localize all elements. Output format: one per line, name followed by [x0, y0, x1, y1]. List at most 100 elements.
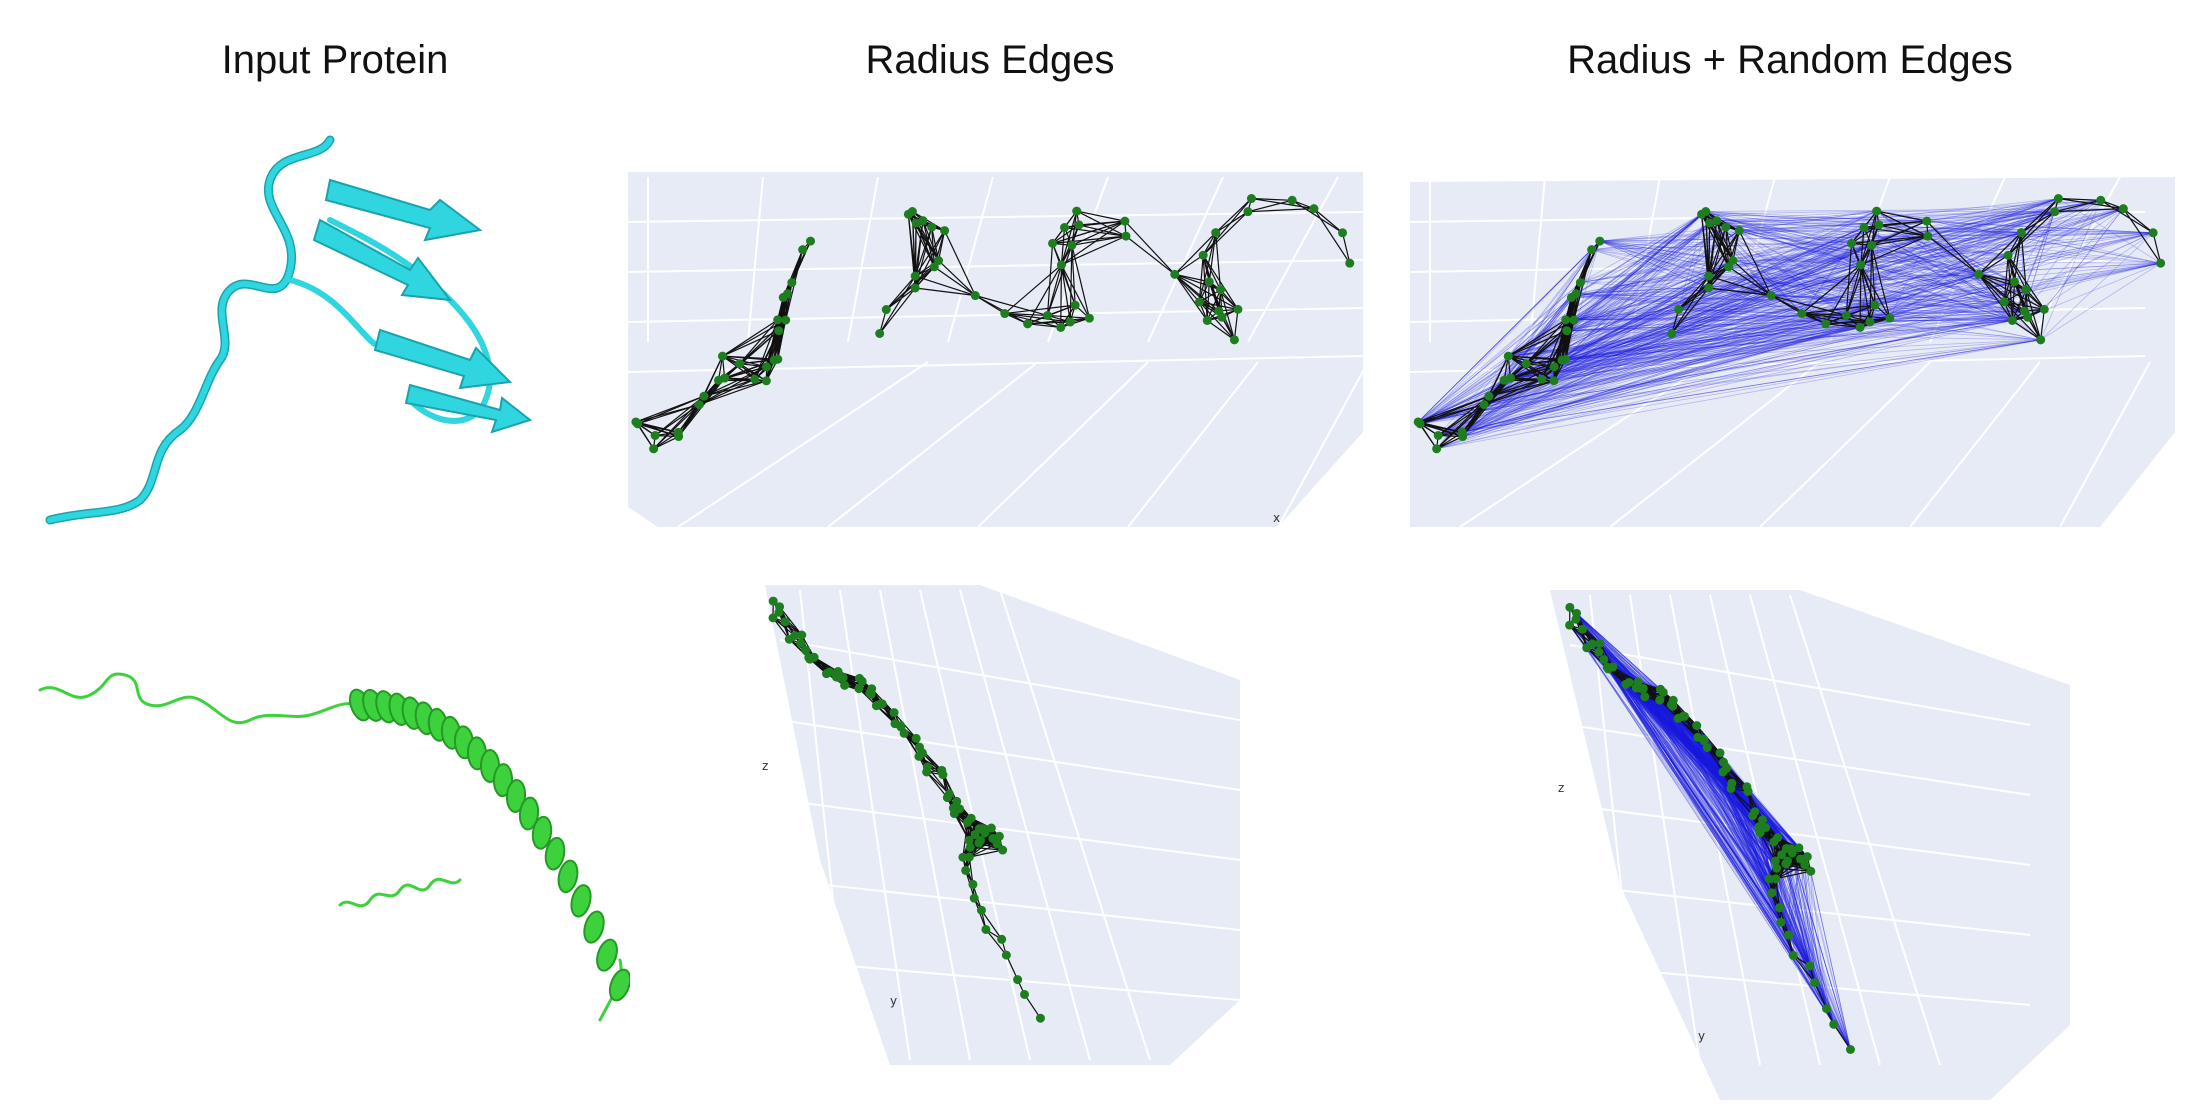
random-edge — [1701, 213, 1852, 244]
random-edge — [1612, 666, 1816, 983]
random-edge — [1752, 815, 1827, 1009]
random-edge — [1462, 380, 1555, 437]
random-edge — [1732, 254, 2009, 261]
random-edge — [1571, 287, 1709, 298]
graph-node — [1865, 317, 1875, 327]
graph-radius-random-top — [1410, 162, 2175, 527]
random-edge — [1625, 684, 1773, 894]
graph-node — [1697, 209, 1707, 219]
radius-edge — [1575, 618, 1601, 644]
radius-edge — [942, 774, 958, 802]
graph-node — [929, 262, 939, 272]
graph-node — [840, 680, 850, 690]
random-edge — [1565, 304, 1876, 321]
radius-edge — [1801, 312, 1861, 328]
random-edge — [1603, 659, 1794, 956]
random-edge — [1725, 199, 2101, 228]
random-edge — [1575, 619, 1851, 1050]
random-edge — [2027, 232, 2154, 318]
graph-node — [1067, 240, 1077, 250]
random-edge — [1462, 358, 1567, 433]
random-edge — [1462, 339, 2041, 437]
random-edge — [1566, 330, 1672, 334]
radius-edge — [1871, 235, 1928, 246]
random-edge — [1801, 262, 2161, 314]
random-edge — [1606, 666, 1816, 983]
random-edge — [1678, 227, 1865, 310]
graph-node — [1638, 683, 1648, 693]
random-edge — [1484, 339, 2041, 406]
random-edge — [1790, 848, 1835, 1025]
random-edge — [1436, 339, 2041, 450]
random-edge — [1566, 244, 1872, 332]
random-edge — [1565, 266, 1729, 360]
grid-line — [827, 361, 1039, 527]
graph-node — [1726, 783, 1736, 793]
radius-edge — [1291, 199, 1343, 234]
random-edge — [1599, 240, 2013, 321]
random-edge — [1641, 688, 1766, 828]
radius-edge — [1076, 210, 1126, 222]
graph-node — [981, 924, 991, 934]
radius-edge — [2007, 254, 2027, 291]
random-edge — [1790, 848, 1851, 1050]
random-edge — [1508, 226, 1727, 357]
axis-label-x: x — [1273, 511, 1280, 525]
grid-line — [1759, 361, 1931, 527]
random-edge — [1728, 264, 1861, 268]
graph-node — [1734, 226, 1744, 236]
random-edge — [1612, 666, 1835, 1025]
radius-edge — [1061, 220, 1126, 266]
graph-node — [968, 879, 978, 889]
radius-edge — [2011, 281, 2016, 321]
graph-node — [1767, 888, 1777, 898]
random-edge — [1709, 222, 1803, 314]
graph-node — [1777, 850, 1787, 860]
random-edge — [1462, 378, 1543, 433]
random-edge — [1684, 716, 1816, 983]
radius-edge — [1046, 243, 1054, 316]
random-edge — [1565, 262, 2161, 360]
grid-line — [1609, 361, 1821, 527]
radius-edge — [1579, 249, 1593, 283]
random-edge — [1526, 320, 2013, 365]
random-edge — [1573, 198, 2059, 321]
random-edge — [1569, 624, 1782, 923]
random-edge — [1671, 222, 1711, 334]
random-edge — [1628, 682, 1770, 880]
random-edge — [1553, 317, 1890, 382]
random-edge — [1701, 210, 1877, 215]
random-edge — [1678, 244, 1872, 310]
random-edge — [1566, 309, 1679, 332]
random-edge — [1599, 240, 1734, 261]
random-edge — [1874, 304, 2041, 341]
graph-node — [899, 728, 909, 738]
random-edge — [1554, 199, 2101, 368]
random-edge — [1483, 275, 1709, 405]
graph-node — [998, 845, 1008, 855]
random-edge — [1732, 260, 2015, 283]
random-edge — [1525, 226, 1727, 364]
radius-edge — [1878, 220, 1927, 226]
random-edge — [1806, 856, 1851, 1050]
graph-node — [768, 613, 778, 623]
random-edge — [1660, 689, 1773, 894]
graph-node — [768, 596, 778, 606]
random-edge — [1612, 666, 1835, 1025]
random-edge — [1660, 689, 1782, 923]
random-edge — [1566, 287, 1709, 332]
random-edge — [1586, 647, 1783, 855]
grid-line — [1669, 594, 1761, 1066]
random-edge — [1503, 214, 1702, 381]
axis-label-z-2: z — [1558, 781, 1564, 795]
helix-turn — [608, 968, 630, 1002]
random-edge — [1660, 689, 1782, 923]
protein-cartoon-top — [30, 120, 610, 540]
random-edge — [1869, 321, 2041, 341]
random-edge — [1484, 327, 1861, 405]
random-edge — [1612, 666, 1760, 828]
random-edge — [1863, 208, 2124, 228]
random-edge — [1561, 222, 1710, 361]
random-edge — [1608, 668, 1778, 838]
random-edge — [1701, 213, 2005, 303]
